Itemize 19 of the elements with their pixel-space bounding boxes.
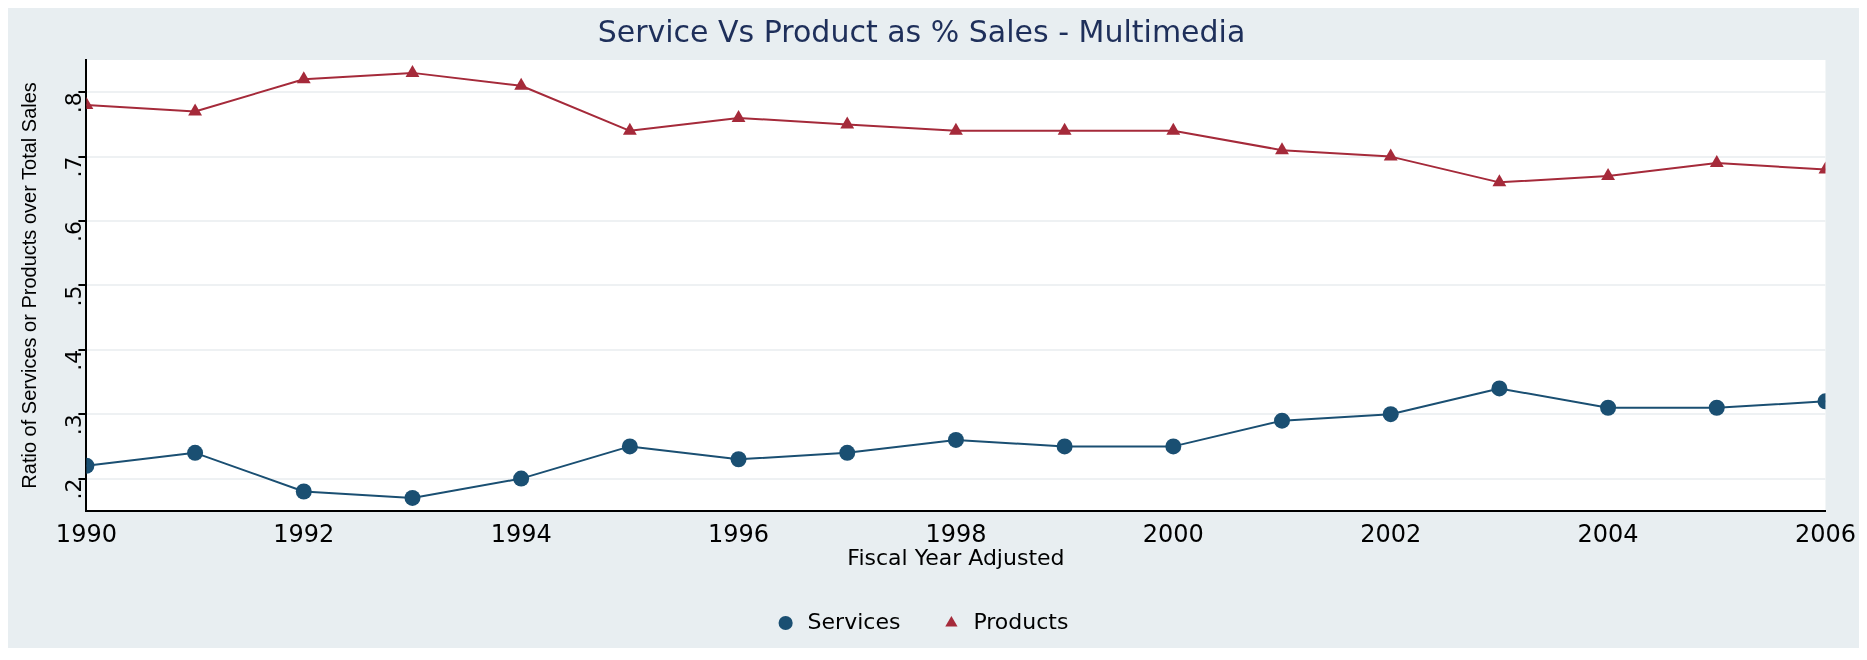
x-tick-label: 2000	[1142, 520, 1204, 549]
x-tick-label: 2006	[1794, 520, 1856, 549]
y-axis-title: Ratio of Services or Products over Total Sales	[17, 82, 40, 489]
x-tick-label: 2004	[1577, 520, 1639, 549]
y-tick-label: .7	[61, 156, 87, 178]
x-tick-label: 1996	[708, 520, 770, 549]
y-tick-label: .4	[61, 349, 87, 371]
x-tick-label: 1994	[490, 520, 552, 549]
legend-label: Products	[973, 608, 1069, 634]
y-tick-label: .3	[61, 414, 87, 436]
y-tick-label: .5	[61, 285, 87, 307]
y-tick-label: .2	[61, 478, 87, 500]
x-tick-label: 1992	[273, 520, 335, 549]
y-tick-label: .8	[61, 92, 87, 114]
x-tick-label: 2002	[1360, 520, 1422, 549]
legend-label: Services	[807, 608, 901, 634]
y-tick-label: .6	[61, 221, 87, 242]
chart-title: Service Vs Product as % Sales - Multimedia	[597, 13, 1246, 49]
x-tick-label: 1990	[55, 520, 117, 549]
